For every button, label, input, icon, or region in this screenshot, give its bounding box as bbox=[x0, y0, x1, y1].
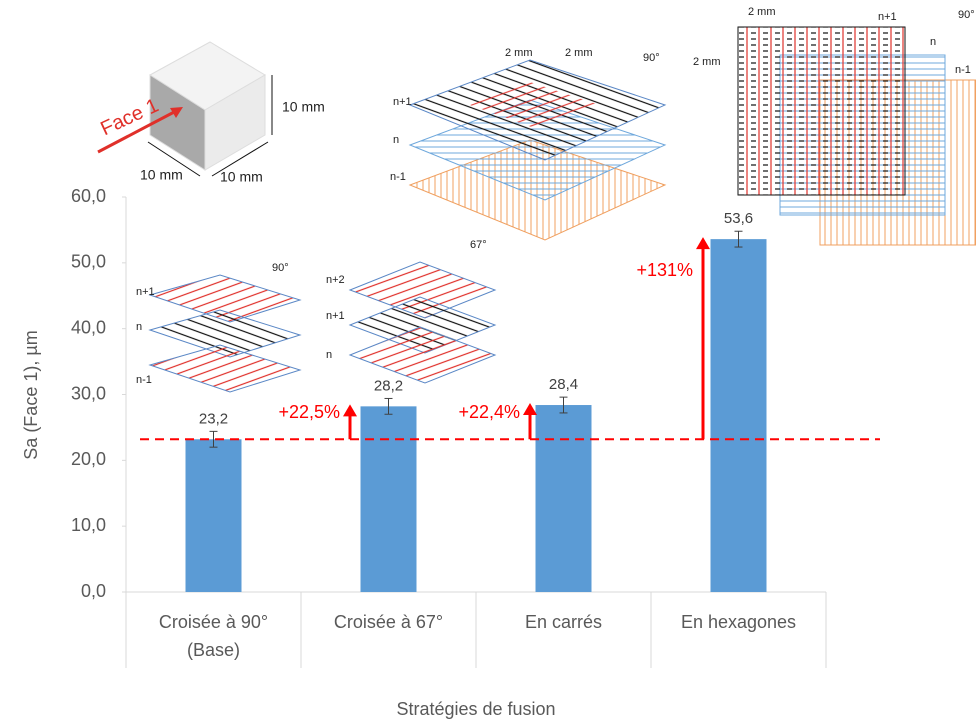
y-tick-label: 40,0 bbox=[71, 317, 106, 337]
x-tick-label: Croisée à 67° bbox=[333, 612, 444, 632]
x-axis-title: Stratégies de fusion bbox=[396, 699, 555, 719]
inset-squares: n+1 n n-1 2 mm 2 mm 90° bbox=[390, 47, 667, 241]
inset-label: n+1 bbox=[136, 286, 155, 298]
y-tick-label: 0,0 bbox=[81, 581, 106, 601]
inset-label: n+1 bbox=[878, 11, 897, 23]
arrow-head bbox=[343, 404, 357, 417]
annotation: +131% bbox=[636, 260, 693, 280]
inset-label: 2 mm bbox=[505, 47, 533, 59]
x-tick-label: Croisée à 90° (Base) bbox=[158, 612, 269, 660]
value-label: 28,4 bbox=[549, 376, 578, 393]
inset-label: n bbox=[326, 349, 332, 361]
bar bbox=[535, 405, 592, 592]
x-tick-label: En hexagones bbox=[680, 612, 797, 632]
y-tick-label: 60,0 bbox=[71, 186, 106, 206]
y-tick-label: 30,0 bbox=[71, 383, 106, 403]
arrow-head bbox=[696, 237, 710, 250]
bar bbox=[360, 406, 417, 592]
annotation: +22,4% bbox=[458, 402, 520, 422]
inset-label: 2 mm bbox=[565, 47, 593, 59]
inset-label: 90° bbox=[272, 262, 289, 274]
inset-label: n-1 bbox=[955, 64, 971, 76]
inset-label: 2 mm bbox=[748, 6, 776, 18]
inset-67: n+2 n+1 n 67° bbox=[326, 239, 497, 384]
bar bbox=[710, 239, 767, 592]
value-label: 28,2 bbox=[374, 377, 403, 394]
inset-label: 10 mm bbox=[140, 167, 183, 183]
inset-label: 10 mm bbox=[282, 99, 325, 115]
value-label: 53,6 bbox=[724, 210, 753, 227]
annotation: +22,5% bbox=[278, 402, 340, 422]
arrow-head bbox=[523, 403, 537, 416]
value-label: 23,2 bbox=[199, 410, 228, 427]
inset-label: n bbox=[930, 36, 936, 48]
bar bbox=[185, 439, 242, 592]
inset-label: 90° bbox=[643, 52, 660, 64]
inset-label: 10 mm bbox=[220, 169, 263, 185]
x-tick-label: En carrés bbox=[524, 612, 603, 632]
inset-label: 90° bbox=[958, 9, 975, 21]
inset-label: n+1 bbox=[326, 310, 345, 322]
inset-label: 67° bbox=[470, 239, 487, 251]
inset-cube: Face 1 10 mm 10 mm 10 mm bbox=[97, 41, 325, 185]
inset-label: n-1 bbox=[390, 171, 406, 183]
y-tick-label: 20,0 bbox=[71, 449, 106, 469]
inset-label: n bbox=[136, 321, 142, 333]
inset-label: n+2 bbox=[326, 274, 345, 286]
y-tick-label: 50,0 bbox=[71, 252, 106, 272]
inset-label: 2 mm bbox=[693, 56, 721, 68]
inset-label: n bbox=[393, 134, 399, 146]
inset-hexagons: 2 mm n+1 2 mm n 90° n-1 bbox=[693, 6, 976, 246]
inset-90: n+1 n n-1 90° bbox=[136, 262, 302, 393]
inset-label: n+1 bbox=[393, 96, 412, 108]
y-tick-label: 10,0 bbox=[71, 515, 106, 535]
inset-label: n-1 bbox=[136, 374, 152, 386]
y-axis-title: Sa (Face 1), µm bbox=[21, 330, 41, 459]
